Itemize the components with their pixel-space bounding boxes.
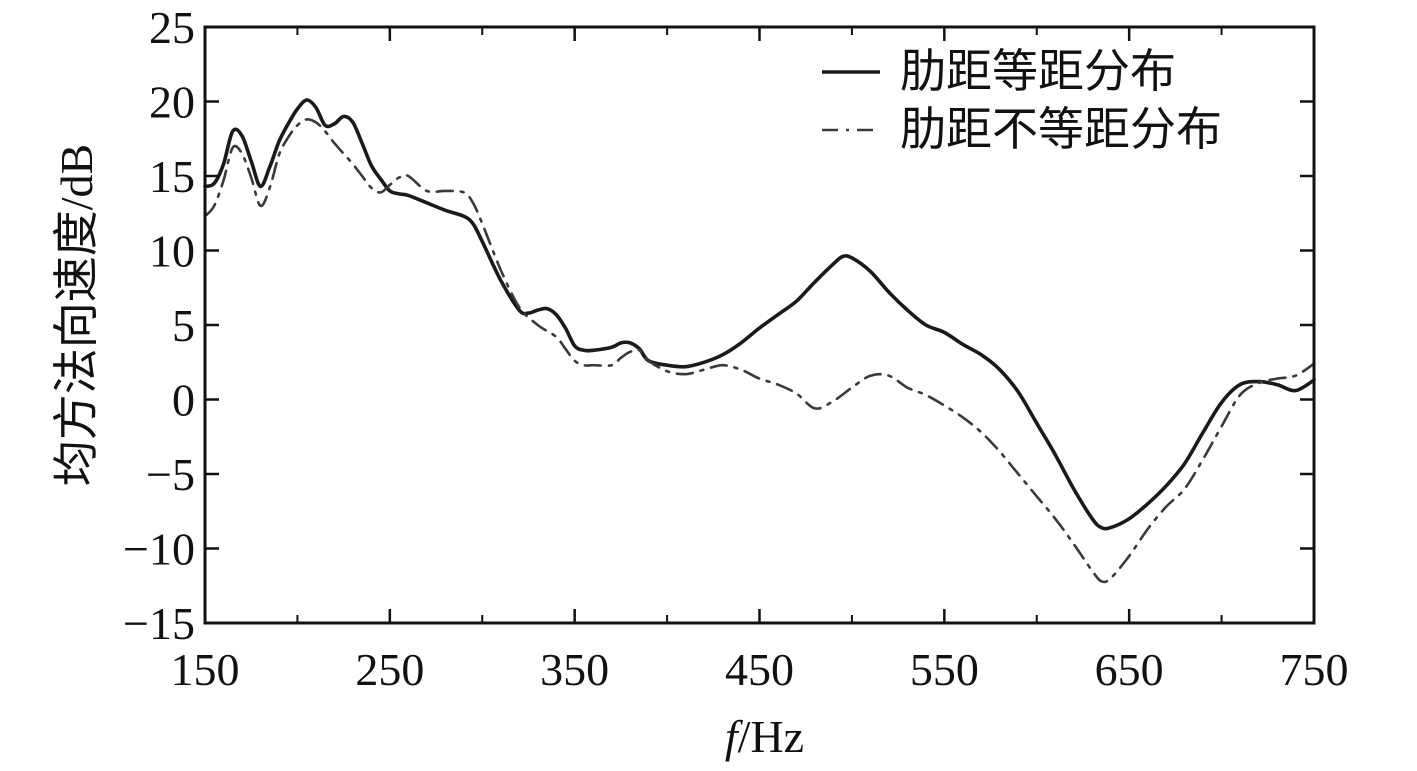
y-tick-label: 5 bbox=[172, 300, 195, 351]
y-tick-label: 20 bbox=[149, 77, 195, 128]
y-axis-title: 均方法向速度/dB bbox=[51, 144, 102, 486]
legend-label-1: 肋距等距分布 bbox=[900, 46, 1176, 97]
x-tick-label: 650 bbox=[1095, 644, 1164, 695]
y-tick-label: 0 bbox=[172, 375, 195, 426]
series-line-1 bbox=[203, 98, 1316, 531]
y-tick-label: 25 bbox=[149, 2, 195, 53]
x-tick-label: 150 bbox=[171, 644, 240, 695]
tick-layer bbox=[203, 25, 1316, 625]
y-tick-label: −5 bbox=[146, 449, 195, 500]
x-tick-label: 450 bbox=[725, 644, 794, 695]
y-tick-label: 10 bbox=[149, 226, 195, 277]
x-tick-label: 750 bbox=[1280, 644, 1349, 695]
series-layer bbox=[203, 98, 1316, 584]
y-tick-label: −15 bbox=[123, 598, 195, 649]
series-line-2 bbox=[203, 118, 1316, 584]
x-tick-label: 250 bbox=[355, 644, 424, 695]
label-layer: 150 250 350 450 550 650 750 −15 −10 −5 0 5 10 15 20 25 bbox=[123, 2, 1348, 695]
y-tick-label: 15 bbox=[149, 151, 195, 202]
x-axis-title: f/Hz bbox=[725, 711, 804, 762]
x-axis-title-unit: /Hz bbox=[738, 711, 804, 762]
x-tick-label: 550 bbox=[910, 644, 979, 695]
y-tick-label: −10 bbox=[123, 524, 195, 575]
x-tick-label: 350 bbox=[540, 644, 609, 695]
legend-label-2: 肋距不等距分布 bbox=[900, 104, 1222, 155]
